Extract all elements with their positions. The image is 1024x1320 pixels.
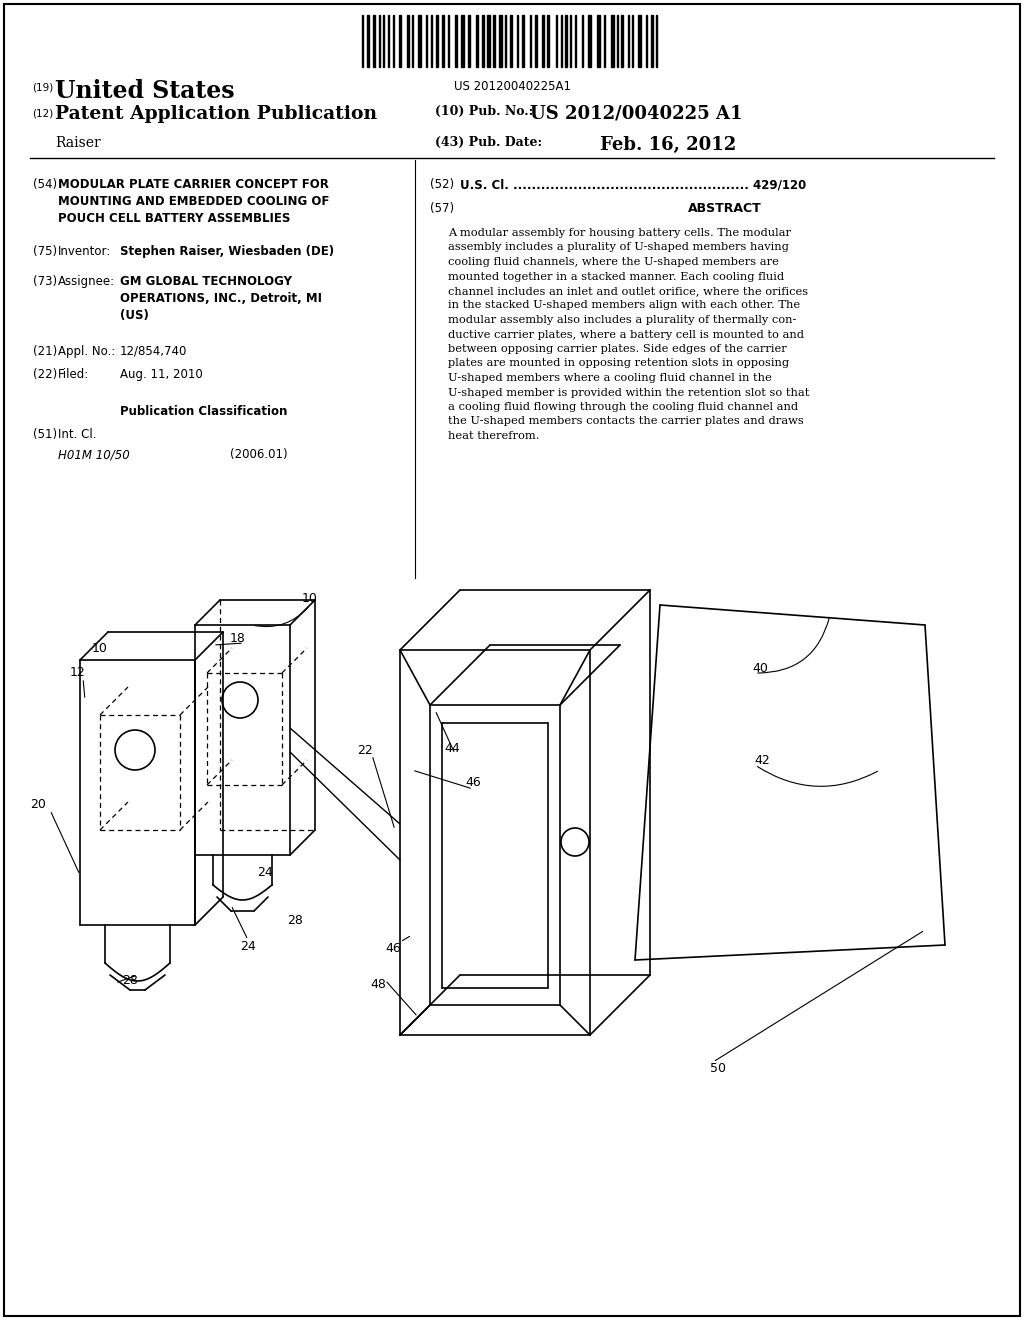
Bar xyxy=(499,15,502,67)
Bar xyxy=(455,15,457,67)
Text: 42: 42 xyxy=(754,754,770,767)
Text: Aug. 11, 2010: Aug. 11, 2010 xyxy=(120,368,203,381)
Text: 12/854,740: 12/854,740 xyxy=(120,345,187,358)
Text: US 20120040225A1: US 20120040225A1 xyxy=(454,81,570,92)
Text: ductive carrier plates, where a battery cell is mounted to and: ductive carrier plates, where a battery … xyxy=(449,330,804,339)
Text: (2006.01): (2006.01) xyxy=(230,447,288,461)
Bar xyxy=(611,15,614,67)
Text: U-shaped member is provided within the retention slot so that: U-shaped member is provided within the r… xyxy=(449,388,809,397)
Bar xyxy=(597,15,600,67)
Text: U-shaped members where a cooling fluid channel in the: U-shaped members where a cooling fluid c… xyxy=(449,374,772,383)
Bar xyxy=(482,15,484,67)
Text: mounted together in a stacked manner. Each cooling fluid: mounted together in a stacked manner. Ea… xyxy=(449,272,784,281)
Text: Assignee:: Assignee: xyxy=(58,275,115,288)
Text: 44: 44 xyxy=(444,742,460,755)
Text: 20: 20 xyxy=(30,799,46,812)
Text: heat therefrom.: heat therefrom. xyxy=(449,432,540,441)
Text: Raiser: Raiser xyxy=(55,136,100,150)
Text: Appl. No.:: Appl. No.: xyxy=(58,345,116,358)
Text: 10: 10 xyxy=(92,642,108,655)
Bar xyxy=(367,15,369,67)
Text: Patent Application Publication: Patent Application Publication xyxy=(55,106,377,123)
Text: Int. Cl.: Int. Cl. xyxy=(58,428,96,441)
Bar xyxy=(418,15,421,67)
Text: 48: 48 xyxy=(370,978,386,991)
Bar xyxy=(442,15,444,67)
Text: (19): (19) xyxy=(32,83,53,92)
Text: 18: 18 xyxy=(230,631,246,644)
Bar xyxy=(468,15,470,67)
Bar xyxy=(588,15,591,67)
Text: (54): (54) xyxy=(33,178,57,191)
Text: MOUNTING AND EMBEDDED COOLING OF: MOUNTING AND EMBEDDED COOLING OF xyxy=(58,195,330,209)
Text: 22: 22 xyxy=(357,743,373,756)
Bar xyxy=(522,15,524,67)
Bar xyxy=(399,15,401,67)
Bar xyxy=(493,15,495,67)
Text: 12: 12 xyxy=(70,665,86,678)
Text: (51): (51) xyxy=(33,428,57,441)
Text: assembly includes a plurality of U-shaped members having: assembly includes a plurality of U-shape… xyxy=(449,243,788,252)
Text: 28: 28 xyxy=(122,974,138,986)
Text: GM GLOBAL TECHNOLOGY: GM GLOBAL TECHNOLOGY xyxy=(120,275,292,288)
Text: United States: United States xyxy=(55,79,234,103)
Text: Feb. 16, 2012: Feb. 16, 2012 xyxy=(600,136,736,154)
Text: Inventor:: Inventor: xyxy=(58,246,112,257)
Text: 46: 46 xyxy=(385,941,400,954)
Bar xyxy=(621,15,623,67)
Bar xyxy=(651,15,653,67)
Bar xyxy=(535,15,537,67)
Text: (12): (12) xyxy=(32,108,53,117)
Text: U.S. Cl. ................................................... 429/120: U.S. Cl. ...............................… xyxy=(460,178,806,191)
Text: 50: 50 xyxy=(710,1061,726,1074)
Text: Stephen Raiser, Wiesbaden (DE): Stephen Raiser, Wiesbaden (DE) xyxy=(120,246,334,257)
Text: between opposing carrier plates. Side edges of the carrier: between opposing carrier plates. Side ed… xyxy=(449,345,786,354)
Text: MODULAR PLATE CARRIER CONCEPT FOR: MODULAR PLATE CARRIER CONCEPT FOR xyxy=(58,178,329,191)
Bar xyxy=(373,15,375,67)
Bar xyxy=(487,15,490,67)
Text: 46: 46 xyxy=(465,776,481,789)
Text: Publication Classification: Publication Classification xyxy=(120,405,288,418)
Text: 40: 40 xyxy=(752,661,768,675)
Text: (21): (21) xyxy=(33,345,57,358)
Text: 24: 24 xyxy=(240,940,256,953)
Text: OPERATIONS, INC., Detroit, MI: OPERATIONS, INC., Detroit, MI xyxy=(120,292,322,305)
Text: 10: 10 xyxy=(302,591,317,605)
Bar xyxy=(638,15,641,67)
Text: POUCH CELL BATTERY ASSEMBLIES: POUCH CELL BATTERY ASSEMBLIES xyxy=(58,213,291,224)
Text: a cooling fluid flowing through the cooling fluid channel and: a cooling fluid flowing through the cool… xyxy=(449,403,798,412)
Text: modular assembly also includes a plurality of thermally con-: modular assembly also includes a plurali… xyxy=(449,315,797,325)
Text: 24: 24 xyxy=(257,866,272,879)
Text: channel includes an inlet and outlet orifice, where the orifices: channel includes an inlet and outlet ori… xyxy=(449,286,808,296)
Text: Filed:: Filed: xyxy=(58,368,89,381)
Text: (57): (57) xyxy=(430,202,454,215)
Text: US 2012/0040225 A1: US 2012/0040225 A1 xyxy=(530,106,742,123)
Text: (43) Pub. Date:: (43) Pub. Date: xyxy=(435,136,542,149)
Bar xyxy=(542,15,544,67)
Text: plates are mounted in opposing retention slots in opposing: plates are mounted in opposing retention… xyxy=(449,359,790,368)
Text: A modular assembly for housing battery cells. The modular: A modular assembly for housing battery c… xyxy=(449,228,791,238)
Text: 28: 28 xyxy=(287,913,303,927)
Text: H01M 10/50: H01M 10/50 xyxy=(58,447,130,461)
Bar xyxy=(476,15,478,67)
Text: cooling fluid channels, where the U-shaped members are: cooling fluid channels, where the U-shap… xyxy=(449,257,779,267)
Bar xyxy=(565,15,567,67)
Bar xyxy=(461,15,464,67)
Text: the U-shaped members contacts the carrier plates and draws: the U-shaped members contacts the carrie… xyxy=(449,417,804,426)
Text: in the stacked U-shaped members align with each other. The: in the stacked U-shaped members align wi… xyxy=(449,301,800,310)
Text: (22): (22) xyxy=(33,368,57,381)
Bar xyxy=(547,15,549,67)
Text: (52): (52) xyxy=(430,178,454,191)
Text: ABSTRACT: ABSTRACT xyxy=(688,202,762,215)
Bar xyxy=(436,15,438,67)
Text: (US): (US) xyxy=(120,309,148,322)
Text: (75): (75) xyxy=(33,246,57,257)
Text: (10) Pub. No.:: (10) Pub. No.: xyxy=(435,106,534,117)
Bar xyxy=(510,15,512,67)
Text: (73): (73) xyxy=(33,275,57,288)
Bar xyxy=(407,15,409,67)
